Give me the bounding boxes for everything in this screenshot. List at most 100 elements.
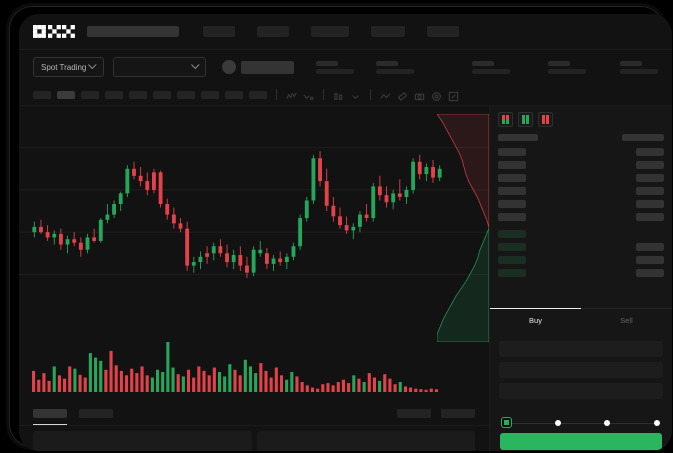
candle-style-icon[interactable]: [333, 89, 344, 100]
toolbar-divider: [276, 89, 277, 100]
bid-amount: [636, 242, 664, 251]
chevron-down-icon[interactable]: [350, 89, 361, 100]
timeframe-button-7[interactable]: [201, 90, 219, 99]
ask-price: [498, 199, 526, 208]
market-depth-chart: [437, 114, 489, 342]
order-book-mode-both-icon[interactable]: [498, 112, 513, 127]
order-book-ask-row[interactable]: [490, 145, 672, 158]
nav-item-3[interactable]: [311, 26, 349, 37]
ask-price: [498, 186, 526, 195]
bid-price: [498, 255, 526, 264]
line-chart-icon[interactable]: [380, 89, 391, 100]
chevron-down-icon: [88, 60, 97, 70]
okx-logo[interactable]: [33, 25, 75, 38]
bottom-action-1[interactable]: [441, 409, 475, 418]
top-navigation-bar: [19, 14, 672, 50]
tab-sell[interactable]: Sell: [581, 309, 672, 332]
tab-buy[interactable]: Buy: [490, 307, 581, 332]
camera-icon[interactable]: [414, 89, 425, 101]
bottom-panel-1[interactable]: [256, 431, 475, 451]
bid-amount: [636, 255, 664, 264]
submit-order-button[interactable]: [500, 433, 662, 450]
order-book-header-amount: [622, 134, 664, 141]
spot-trading-label: Spot Trading: [41, 62, 87, 72]
volume-chart[interactable]: [19, 338, 489, 398]
spot-trading-dropdown[interactable]: Spot Trading: [33, 57, 105, 77]
timeframe-button-1[interactable]: [57, 90, 75, 99]
market-stat-3: [548, 60, 586, 74]
stepper-dot-1[interactable]: [554, 419, 561, 426]
order-book-column-headers: [490, 131, 672, 145]
candlestick-chart[interactable]: [19, 106, 489, 306]
stepper-dot-3[interactable]: [653, 419, 660, 426]
bottom-tab-actions: [397, 409, 475, 418]
ask-amount: [636, 173, 664, 182]
settings-icon[interactable]: [431, 89, 442, 101]
indicator-icon[interactable]: [286, 89, 297, 100]
tab-buy-label: Buy: [529, 316, 542, 325]
timeframe-button-5[interactable]: [153, 90, 171, 99]
device-bezel: Spot Trading: [6, 3, 672, 451]
amount-stepper[interactable]: [502, 418, 660, 427]
timeframe-button-0[interactable]: [33, 90, 51, 99]
trading-pair-dropdown[interactable]: [113, 57, 206, 77]
app-screen: Spot Trading: [19, 14, 672, 451]
order-book-bid-row[interactable]: [490, 266, 672, 279]
bottom-panels: [19, 431, 489, 451]
bottom-panel-0[interactable]: [33, 431, 252, 451]
bid-amount: [636, 268, 664, 277]
timeframe-button-4[interactable]: [129, 90, 147, 99]
nav-item-1[interactable]: [203, 26, 235, 37]
compare-icon[interactable]: [303, 89, 314, 101]
order-book-bid-row[interactable]: [490, 240, 672, 253]
ask-price: [498, 173, 526, 182]
order-book-ask-row[interactable]: [490, 158, 672, 171]
trade-field-0[interactable]: [499, 341, 663, 357]
order-book-mode-asks-only-icon[interactable]: [538, 112, 553, 127]
stepper-dot-0[interactable]: [502, 418, 511, 427]
timeframe-button-8[interactable]: [225, 90, 243, 99]
stepper-dot-2[interactable]: [604, 419, 611, 426]
nav-item-5[interactable]: [427, 26, 459, 37]
ask-price: [498, 160, 526, 169]
fullscreen-icon[interactable]: [448, 89, 459, 102]
bid-price: [498, 242, 526, 251]
ask-amount: [636, 147, 664, 156]
chart-column: [19, 106, 489, 451]
timeframe-button-6[interactable]: [177, 90, 195, 99]
ask-amount: [636, 199, 664, 208]
chevron-down-icon: [190, 60, 200, 70]
toolbar-divider: [323, 89, 324, 100]
timeframe-button-9[interactable]: [249, 90, 267, 99]
toolbar-divider: [370, 89, 371, 100]
bid-price: [498, 229, 526, 238]
ask-price: [498, 147, 526, 156]
bottom-tab-0[interactable]: [33, 409, 67, 425]
nav-item-4[interactable]: [371, 26, 405, 37]
trading-pair-name: [240, 60, 294, 74]
ask-price: [498, 212, 526, 221]
buy-sell-tabs: Buy Sell: [490, 307, 672, 332]
trade-field-2[interactable]: [499, 383, 663, 399]
bid-price: [498, 268, 526, 277]
order-book-bid-row[interactable]: [490, 253, 672, 266]
order-book-ask-row[interactable]: [490, 197, 672, 210]
market-stat-0: [316, 60, 354, 74]
order-book-ask-row[interactable]: [490, 171, 672, 184]
main-content: Buy Sell: [19, 106, 672, 451]
nav-item-2[interactable]: [257, 26, 289, 37]
order-book-ask-row[interactable]: [490, 184, 672, 197]
ruler-icon[interactable]: [397, 89, 408, 101]
market-stat-1: [376, 60, 414, 74]
order-book-mode-bids-only-icon[interactable]: [518, 112, 533, 127]
bottom-tab-bar: [19, 402, 489, 426]
order-book-bid-row[interactable]: [490, 227, 672, 240]
timeframe-button-3[interactable]: [105, 90, 123, 99]
order-book-mode-selector: [490, 106, 672, 131]
bottom-action-0[interactable]: [397, 409, 431, 418]
order-book-ask-row[interactable]: [490, 210, 672, 223]
nav-item-0[interactable]: [87, 26, 179, 37]
bottom-tab-1[interactable]: [79, 409, 113, 418]
timeframe-button-2[interactable]: [81, 90, 99, 99]
trade-field-1[interactable]: [499, 362, 663, 378]
